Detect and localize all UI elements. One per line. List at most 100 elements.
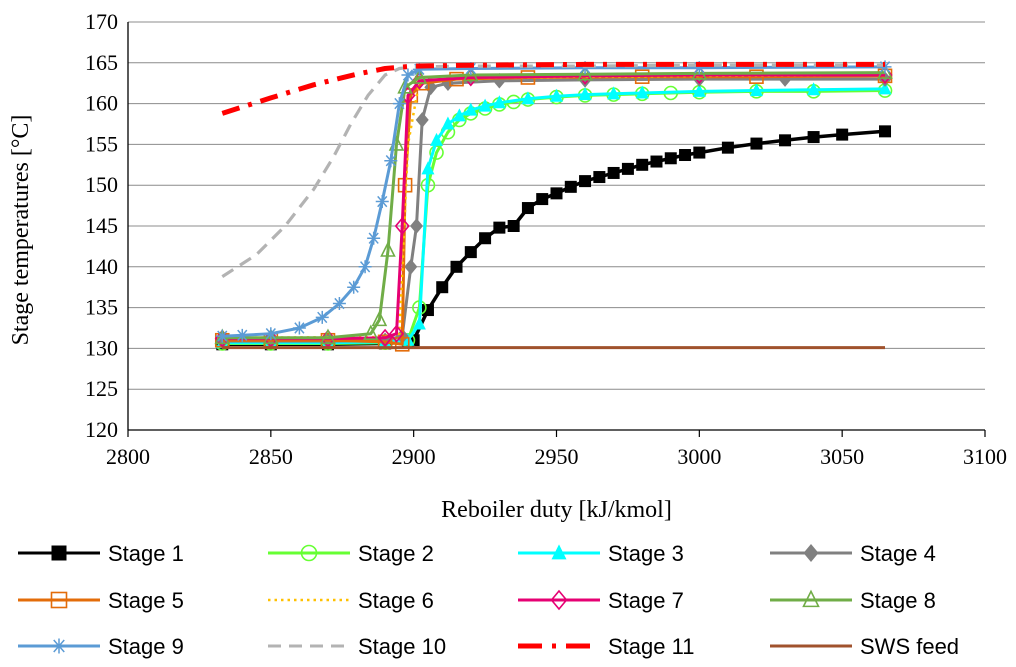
legend-label: Stage 8	[860, 588, 936, 613]
data-point	[367, 231, 381, 245]
data-point	[292, 321, 306, 335]
data-point	[664, 152, 677, 165]
data-point	[464, 62, 478, 76]
data-point	[320, 328, 336, 345]
legend-label: Stage 10	[358, 634, 446, 659]
data-point	[371, 310, 388, 327]
x-tick-label: 2900	[392, 444, 436, 469]
data-point	[380, 241, 396, 257]
data-point	[415, 112, 429, 128]
data-point	[492, 95, 506, 109]
data-point	[397, 78, 413, 94]
data-point	[607, 86, 621, 100]
legend-label: Stage 1	[108, 541, 184, 566]
x-tick-label: 3050	[820, 444, 864, 469]
data-point	[377, 328, 393, 347]
legend-item: SWS feed	[770, 634, 959, 659]
data-point	[478, 98, 492, 112]
data-point	[607, 166, 620, 179]
x-tick-label: 3100	[963, 444, 1007, 469]
legend-label: SWS feed	[860, 634, 959, 659]
data-point	[394, 216, 410, 236]
legend-item: Stage 6	[268, 588, 434, 613]
data-point	[878, 81, 892, 95]
y-axis-title: Stage temperatures [°C]	[8, 115, 34, 346]
y-tick-label: 165	[85, 50, 118, 75]
x-tick-label: 2850	[249, 444, 293, 469]
data-point	[802, 589, 820, 608]
legend-item: Stage 4	[770, 541, 936, 566]
data-point	[50, 591, 68, 609]
legend-label: Stage 2	[358, 541, 434, 566]
tick-labels: 120 125 130 135 140 145 150 155 160 165 170 2800 285…	[85, 9, 1007, 469]
data-point	[479, 232, 492, 245]
data-point	[215, 329, 229, 343]
data-point	[388, 324, 405, 343]
legend: Stage 1 Stage 2 Stage 3 Stage 4 Stage 5 Stage…	[18, 541, 959, 659]
data-point	[493, 221, 506, 234]
data-point	[593, 171, 606, 184]
data-point	[551, 544, 567, 560]
data-point	[577, 64, 593, 81]
x-tick-label: 3000	[677, 444, 721, 469]
data-point	[621, 162, 634, 175]
data-point	[579, 175, 592, 188]
series-line	[222, 65, 886, 338]
data-point	[636, 158, 649, 171]
data-point	[421, 161, 435, 175]
data-point	[750, 137, 763, 150]
y-tick-label: 120	[85, 417, 118, 442]
legend-label: Stage 7	[608, 588, 684, 613]
data-point	[463, 65, 479, 82]
legend-item: Stage 8	[770, 588, 936, 613]
legend-item: Stage 11	[518, 634, 694, 659]
legend-item: Stage 10	[268, 634, 446, 659]
data-point	[436, 281, 449, 294]
legend-label: Stage 11	[608, 634, 694, 659]
data-point	[836, 128, 849, 141]
data-point	[803, 544, 819, 562]
data-point	[692, 61, 706, 75]
data-point	[235, 328, 249, 342]
data-point	[550, 589, 568, 611]
data-point	[392, 97, 406, 111]
data-point	[879, 125, 892, 138]
data-point	[358, 260, 372, 274]
data-point	[450, 260, 463, 273]
data-point	[721, 141, 734, 154]
data-point	[779, 134, 792, 147]
legend-item: Stage 2	[268, 541, 434, 566]
data-point	[635, 85, 649, 99]
data-point	[878, 60, 892, 74]
legend-label: Stage 3	[608, 541, 684, 566]
data-point	[375, 195, 389, 209]
x-tick-label: 2950	[535, 444, 579, 469]
series-9	[215, 60, 892, 343]
data-point	[401, 68, 415, 82]
legend-label: Stage 5	[108, 588, 184, 613]
data-point	[578, 87, 592, 101]
data-point	[807, 82, 821, 96]
data-point	[679, 149, 692, 162]
data-point	[550, 88, 563, 102]
data-point	[464, 102, 478, 116]
plot-series	[214, 60, 893, 352]
legend-item: Stage 9	[18, 634, 184, 659]
data-point	[464, 246, 477, 259]
data-point	[332, 297, 346, 311]
data-point	[347, 280, 361, 294]
data-point	[507, 220, 520, 232]
legend-item: Stage 7	[518, 588, 684, 613]
data-point	[536, 193, 549, 206]
legend-item: Stage 3	[518, 541, 684, 566]
series-line	[222, 71, 886, 340]
data-point	[363, 324, 379, 341]
data-point	[564, 180, 577, 193]
legend-item: Stage 5	[18, 588, 184, 613]
data-point	[650, 155, 663, 168]
data-point	[412, 62, 426, 76]
data-point	[521, 202, 534, 215]
data-point	[550, 187, 563, 200]
